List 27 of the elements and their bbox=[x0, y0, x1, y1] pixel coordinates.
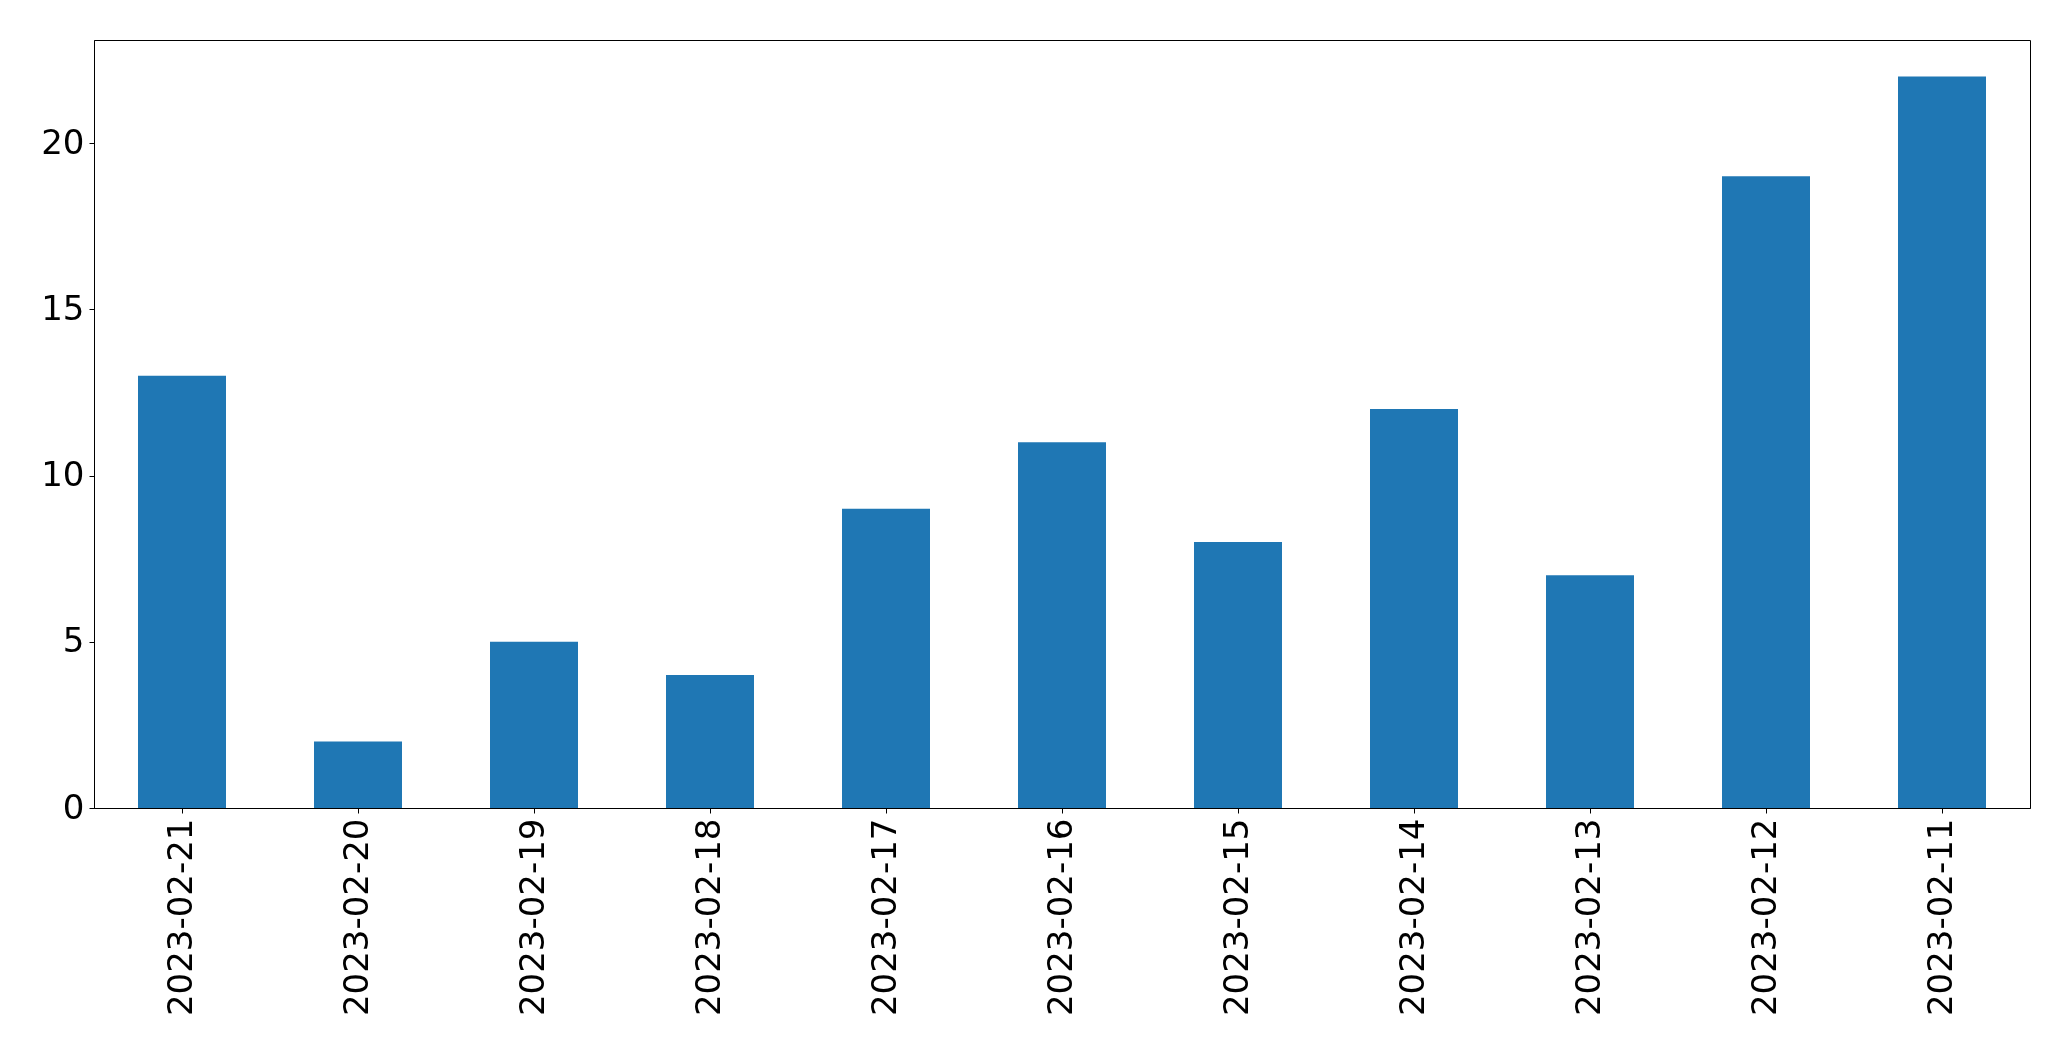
x-tick-label: 2023-02-15 bbox=[1216, 818, 1256, 1017]
x-tick-label: 2023-02-16 bbox=[1040, 818, 1080, 1017]
x-tick-label: 2023-02-14 bbox=[1392, 818, 1432, 1017]
bar bbox=[1018, 442, 1106, 808]
y-tick-label: 10 bbox=[41, 454, 85, 495]
bar bbox=[842, 508, 930, 808]
y-tick-label: 15 bbox=[41, 287, 85, 328]
bar bbox=[1898, 76, 1986, 808]
bar bbox=[138, 375, 226, 808]
y-tick-label: 20 bbox=[41, 121, 85, 162]
x-tick-label: 2023-02-20 bbox=[336, 818, 376, 1017]
y-tick-label: 5 bbox=[62, 620, 85, 661]
bar bbox=[314, 741, 402, 808]
x-tick-label: 2023-02-12 bbox=[1744, 818, 1784, 1017]
x-tick-label: 2023-02-19 bbox=[512, 818, 552, 1017]
x-tick-label: 2023-02-17 bbox=[864, 818, 904, 1017]
y-tick-label: 0 bbox=[62, 786, 85, 827]
bar bbox=[1370, 409, 1458, 808]
bar bbox=[1722, 176, 1810, 808]
x-tick-label: 2023-02-13 bbox=[1568, 818, 1608, 1017]
x-tick-label: 2023-02-11 bbox=[1920, 818, 1960, 1017]
bar bbox=[1194, 542, 1282, 808]
bar bbox=[490, 641, 578, 808]
bar bbox=[1546, 575, 1634, 808]
x-tick-label: 2023-02-21 bbox=[160, 818, 200, 1017]
x-tick-label: 2023-02-18 bbox=[688, 818, 728, 1017]
bar bbox=[666, 675, 754, 808]
